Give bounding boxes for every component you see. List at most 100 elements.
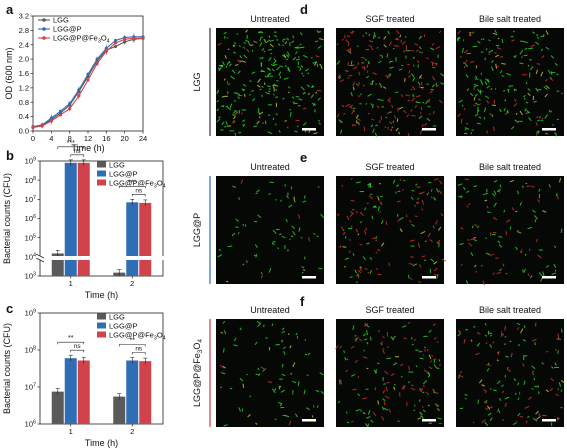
bacterium (474, 223, 478, 227)
bacterium (411, 223, 415, 227)
bacterium (278, 130, 281, 133)
sig-label: *** (67, 140, 75, 147)
bacterium (222, 320, 226, 324)
bacterium (242, 119, 246, 122)
bacterium (496, 359, 499, 362)
axis-break-mark (35, 257, 45, 263)
bacterium (376, 362, 380, 365)
legend-label: LGG@P@Fe3O4 (109, 330, 166, 341)
bacterium (347, 50, 352, 54)
bacterium (486, 211, 491, 214)
bacterium (401, 40, 406, 45)
bacterium (438, 180, 443, 185)
bacterium (505, 230, 507, 235)
bacterium (466, 88, 470, 92)
bacterium (499, 184, 502, 188)
bacterium (356, 118, 361, 121)
bacterium (483, 401, 488, 403)
bacterium (346, 48, 352, 52)
bacterium (292, 96, 295, 99)
sig-label: ns (135, 187, 143, 194)
bacterium (459, 375, 464, 378)
bacterium (230, 75, 235, 80)
bacterium (355, 409, 361, 412)
bacterium (340, 226, 344, 231)
bacterium (515, 420, 518, 423)
bacterium (347, 42, 350, 47)
bacterium (295, 58, 300, 61)
x-tick-label: 4 (49, 134, 53, 143)
bacterium (297, 125, 300, 128)
bacterium (370, 103, 374, 106)
bacterium (258, 373, 261, 377)
bacterium (392, 179, 396, 184)
bacterium (400, 363, 404, 367)
bacterium (236, 92, 241, 95)
bacterium (407, 63, 410, 66)
bacterium (346, 70, 348, 73)
bacterium (301, 266, 305, 268)
bacterium (421, 124, 424, 128)
bacterium (283, 53, 287, 59)
bacterium (415, 201, 420, 204)
bacterium (545, 46, 550, 50)
bacterium (285, 218, 288, 223)
bacterium (483, 388, 486, 392)
sig-bracket (57, 341, 85, 345)
bacterium (421, 406, 424, 408)
bacterium (289, 345, 292, 349)
bacterium (262, 368, 267, 372)
legend-swatch (97, 322, 106, 329)
bacterium (529, 275, 533, 279)
bacterium (435, 45, 441, 50)
bacterium (352, 123, 357, 126)
bacterium (273, 86, 275, 92)
bacterium (484, 334, 487, 337)
micrograph-cell (336, 176, 447, 284)
bacterium (297, 66, 300, 68)
bacterium (265, 40, 269, 44)
bacterium (259, 42, 263, 47)
scale-bar (422, 128, 436, 131)
bacterium (415, 183, 418, 186)
micrograph-background (216, 176, 324, 284)
bacterium (474, 75, 478, 79)
bacterium (486, 364, 491, 366)
bacterium (476, 342, 481, 347)
micrograph-cell (335, 319, 444, 428)
bacterium (433, 364, 438, 369)
bar-2 (139, 202, 152, 276)
bacterium (350, 374, 356, 377)
bacterium (317, 45, 322, 49)
bacterium (494, 29, 497, 34)
bacterium (380, 342, 383, 346)
panel-letter-b: b (6, 148, 14, 163)
column-header: SGF treated (365, 305, 414, 315)
bacterium (467, 203, 471, 206)
bacterium (238, 131, 242, 134)
bacterium (418, 280, 421, 284)
bacterium (519, 201, 523, 206)
bacterium (369, 269, 372, 275)
scale-bar (302, 128, 316, 131)
bacterium (415, 50, 419, 52)
bacterium (504, 112, 508, 115)
bacterium (432, 66, 436, 69)
bacterium (342, 229, 345, 232)
bacterium (367, 271, 370, 274)
bacterium (228, 61, 231, 64)
bacterium (507, 88, 510, 91)
bacterium (457, 30, 462, 35)
bacterium (232, 109, 237, 114)
bacterium (385, 221, 388, 226)
bacterium (542, 210, 547, 213)
bacterium (303, 389, 306, 395)
bacterium (532, 372, 535, 375)
bacterium (388, 73, 392, 78)
bacterium (460, 227, 464, 230)
bacterium (475, 102, 479, 106)
bacterium (238, 407, 241, 412)
bacterium (494, 52, 497, 54)
